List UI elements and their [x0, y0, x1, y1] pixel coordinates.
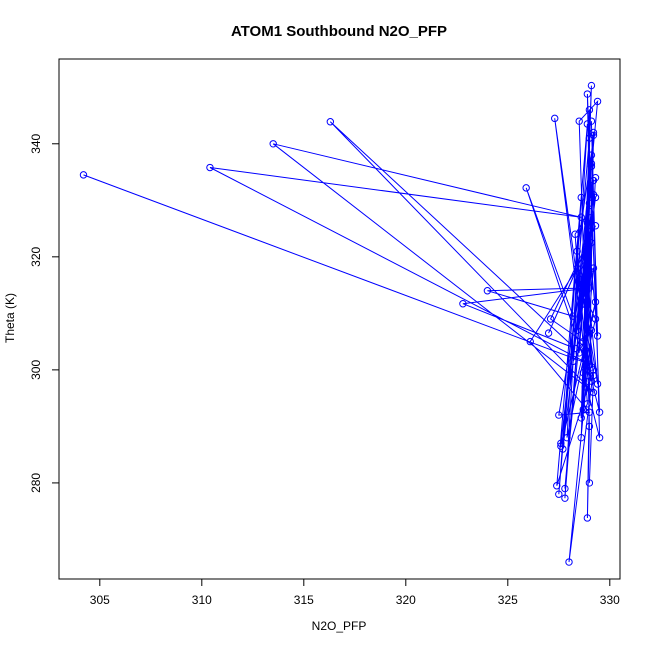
x-tick-label: 330	[600, 593, 620, 607]
data-point	[593, 332, 602, 340]
data-point	[589, 371, 598, 380]
data-point	[587, 238, 596, 247]
data-point	[577, 193, 585, 202]
data-point	[522, 184, 530, 192]
y-tick-label: 340	[29, 133, 43, 153]
data-point	[583, 219, 592, 227]
data-point	[546, 315, 555, 323]
data-point	[587, 363, 596, 371]
data-point	[591, 222, 600, 230]
data-point	[581, 253, 590, 261]
data-point	[573, 264, 581, 272]
data-point	[585, 227, 594, 236]
data-point	[591, 193, 600, 202]
data-point	[579, 267, 587, 275]
data-point	[589, 128, 598, 137]
series-path	[83, 85, 601, 563]
data-point	[269, 140, 277, 148]
data-point	[573, 247, 581, 255]
data-point	[206, 163, 214, 172]
data-point	[569, 357, 577, 366]
data-point	[565, 558, 573, 566]
data-point	[585, 408, 594, 416]
data-point	[577, 301, 585, 309]
y-tick-label: 280	[29, 473, 43, 493]
data-point	[581, 346, 590, 354]
data-point	[557, 442, 565, 450]
data-point	[555, 490, 563, 498]
data-point	[585, 422, 594, 431]
x-axis-label: N2O_PFP	[312, 619, 367, 633]
data-point	[595, 433, 604, 442]
data-point	[581, 383, 590, 391]
data-point	[571, 344, 579, 353]
x-tick-label: 325	[498, 593, 518, 607]
data-point	[587, 159, 596, 168]
chart-title: ATOM1 Southbound N2O_PFP	[231, 23, 447, 40]
data-point	[585, 106, 594, 114]
data-point	[585, 479, 594, 487]
data-point	[575, 349, 583, 357]
data-point	[544, 329, 553, 337]
x-tick-label: 320	[396, 593, 416, 607]
plot-frame	[58, 58, 621, 580]
data-point	[326, 118, 335, 126]
data-point	[591, 298, 600, 306]
data-point	[577, 275, 585, 284]
data-point	[583, 90, 592, 98]
data-point	[587, 326, 596, 335]
data-point	[575, 117, 583, 125]
data-point	[587, 117, 596, 125]
data-point	[581, 354, 590, 363]
data-point	[579, 292, 587, 301]
data-point	[459, 300, 467, 308]
data-point	[577, 433, 585, 442]
y-tick-label: 300	[29, 360, 43, 380]
data-point	[577, 213, 585, 221]
data-point	[589, 388, 598, 397]
data-point	[569, 312, 577, 320]
data-point	[589, 264, 598, 272]
data-point	[591, 315, 600, 323]
data-point	[593, 97, 602, 106]
data-point	[587, 162, 596, 171]
data-point	[526, 337, 534, 346]
data-point	[555, 411, 563, 419]
x-tick-label: 315	[294, 593, 314, 607]
data-point	[589, 131, 598, 140]
x-axis: 305 310 315 320 325 330	[90, 579, 620, 607]
y-tick-label: 320	[29, 246, 43, 266]
series-line	[83, 85, 601, 563]
data-point	[583, 400, 592, 408]
data-point	[579, 337, 587, 346]
data-point	[585, 284, 594, 292]
y-axis-label: Theta (K)	[3, 293, 17, 343]
data-point	[587, 81, 596, 90]
data-point	[585, 207, 594, 216]
data-point	[579, 405, 587, 414]
y-axis: 280 300 320 340	[29, 133, 59, 493]
data-point	[553, 482, 561, 490]
data-point	[587, 151, 596, 159]
data-point	[571, 230, 579, 238]
series-points	[79, 81, 604, 566]
data-point	[579, 368, 587, 377]
data-point	[483, 287, 492, 295]
data-point	[583, 514, 592, 522]
data-point	[561, 494, 569, 502]
data-point	[577, 414, 585, 422]
data-point	[551, 114, 559, 123]
data-point	[589, 176, 598, 185]
data-point	[593, 380, 602, 388]
data-point	[561, 484, 569, 493]
x-tick-label: 310	[192, 593, 212, 607]
x-tick-label: 305	[90, 593, 110, 607]
data-point	[79, 171, 88, 179]
data-point	[595, 408, 604, 416]
data-point	[573, 326, 581, 335]
data-point	[585, 199, 594, 207]
data-point	[563, 433, 571, 442]
